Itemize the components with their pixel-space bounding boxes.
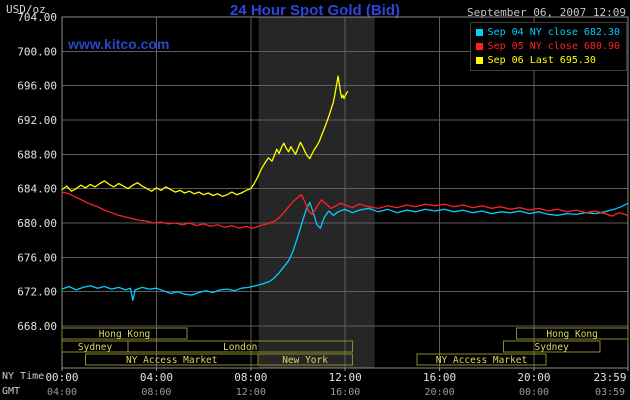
session-label: NY Access Market [126, 355, 218, 366]
session-box [515, 327, 629, 340]
session-label: Sydney [535, 342, 570, 353]
legend-label: Sep 04 NY close 682.30 [487, 26, 620, 38]
y-tick-label: 700.00 [17, 45, 57, 58]
session-label: New York [282, 355, 328, 366]
x-axis-label-nytime: NY Time [2, 371, 45, 382]
price-line-sep-05-ny-close [61, 191, 629, 229]
y-tick-label: 688.00 [17, 148, 57, 161]
session-box [257, 353, 353, 366]
x-tick-label-gmt: 08:00 [141, 387, 171, 398]
session-label: Sydney [78, 342, 113, 353]
legend-swatch [475, 42, 483, 50]
x-tick-label-nytime: 00:00 [45, 371, 78, 384]
x-tick-label-nytime: 16:00 [423, 371, 456, 384]
legend-item: Sep 05 NY close 680.90 [475, 39, 620, 53]
session-label: London [223, 342, 257, 353]
chart-timestamp: September 06, 2007 12:09 [467, 6, 626, 19]
session-label: NY Access Market [436, 355, 528, 366]
ny-session-highlight-band [258, 17, 375, 368]
x-axis-label-gmt: GMT [2, 386, 21, 397]
legend: Sep 04 NY close 682.30 Sep 05 NY close 68… [469, 22, 627, 71]
session-label: Hong Kong [99, 329, 150, 340]
session-label: Hong Kong [546, 329, 597, 340]
y-tick-label: 680.00 [17, 217, 57, 230]
x-tick-label-gmt: 04:00 [47, 387, 77, 398]
price-line-sep-06-last [61, 75, 349, 198]
legend-item: Sep 04 NY close 682.30 [475, 25, 620, 39]
y-tick-label: 684.00 [17, 183, 57, 196]
legend-swatch [475, 28, 483, 36]
y-tick-label: 676.00 [17, 251, 57, 264]
x-tick-label-gmt: 16:00 [330, 387, 360, 398]
legend-label: Sep 06 Last 695.30 [487, 54, 596, 66]
y-tick-label: 672.00 [17, 286, 57, 299]
legend-swatch [475, 56, 483, 64]
x-tick-label-nytime: 08:00 [234, 371, 267, 384]
x-tick-label-gmt: 20:00 [425, 387, 455, 398]
session-box [502, 340, 601, 353]
x-tick-label-nytime: 23:59 [593, 371, 626, 384]
kitco-watermark: www.kitco.com [68, 36, 170, 52]
session-box [61, 327, 188, 340]
y-tick-label: 704.00 [17, 11, 57, 24]
x-tick-label-nytime: 04:00 [140, 371, 173, 384]
chart-title: 24 Hour Spot Gold (Bid) [230, 2, 400, 19]
x-tick-label-gmt: 03:59 [595, 387, 625, 398]
session-box [127, 340, 353, 353]
x-tick-label-nytime: 20:00 [517, 371, 550, 384]
x-tick-label-gmt: 00:00 [519, 387, 549, 398]
y-tick-label: 668.00 [17, 320, 57, 333]
x-tick-label-gmt: 12:00 [236, 387, 266, 398]
y-tick-label: 696.00 [17, 80, 57, 93]
x-tick-label-nytime: 12:00 [329, 371, 362, 384]
y-tick-label: 692.00 [17, 114, 57, 127]
legend-label: Sep 05 NY close 680.90 [487, 40, 620, 52]
legend-item: Sep 06 Last 695.30 [475, 53, 620, 67]
y-axis-unit-label: USD/oz [6, 3, 46, 16]
session-box [416, 353, 547, 366]
price-line-sep-04-ny-close [61, 201, 629, 301]
